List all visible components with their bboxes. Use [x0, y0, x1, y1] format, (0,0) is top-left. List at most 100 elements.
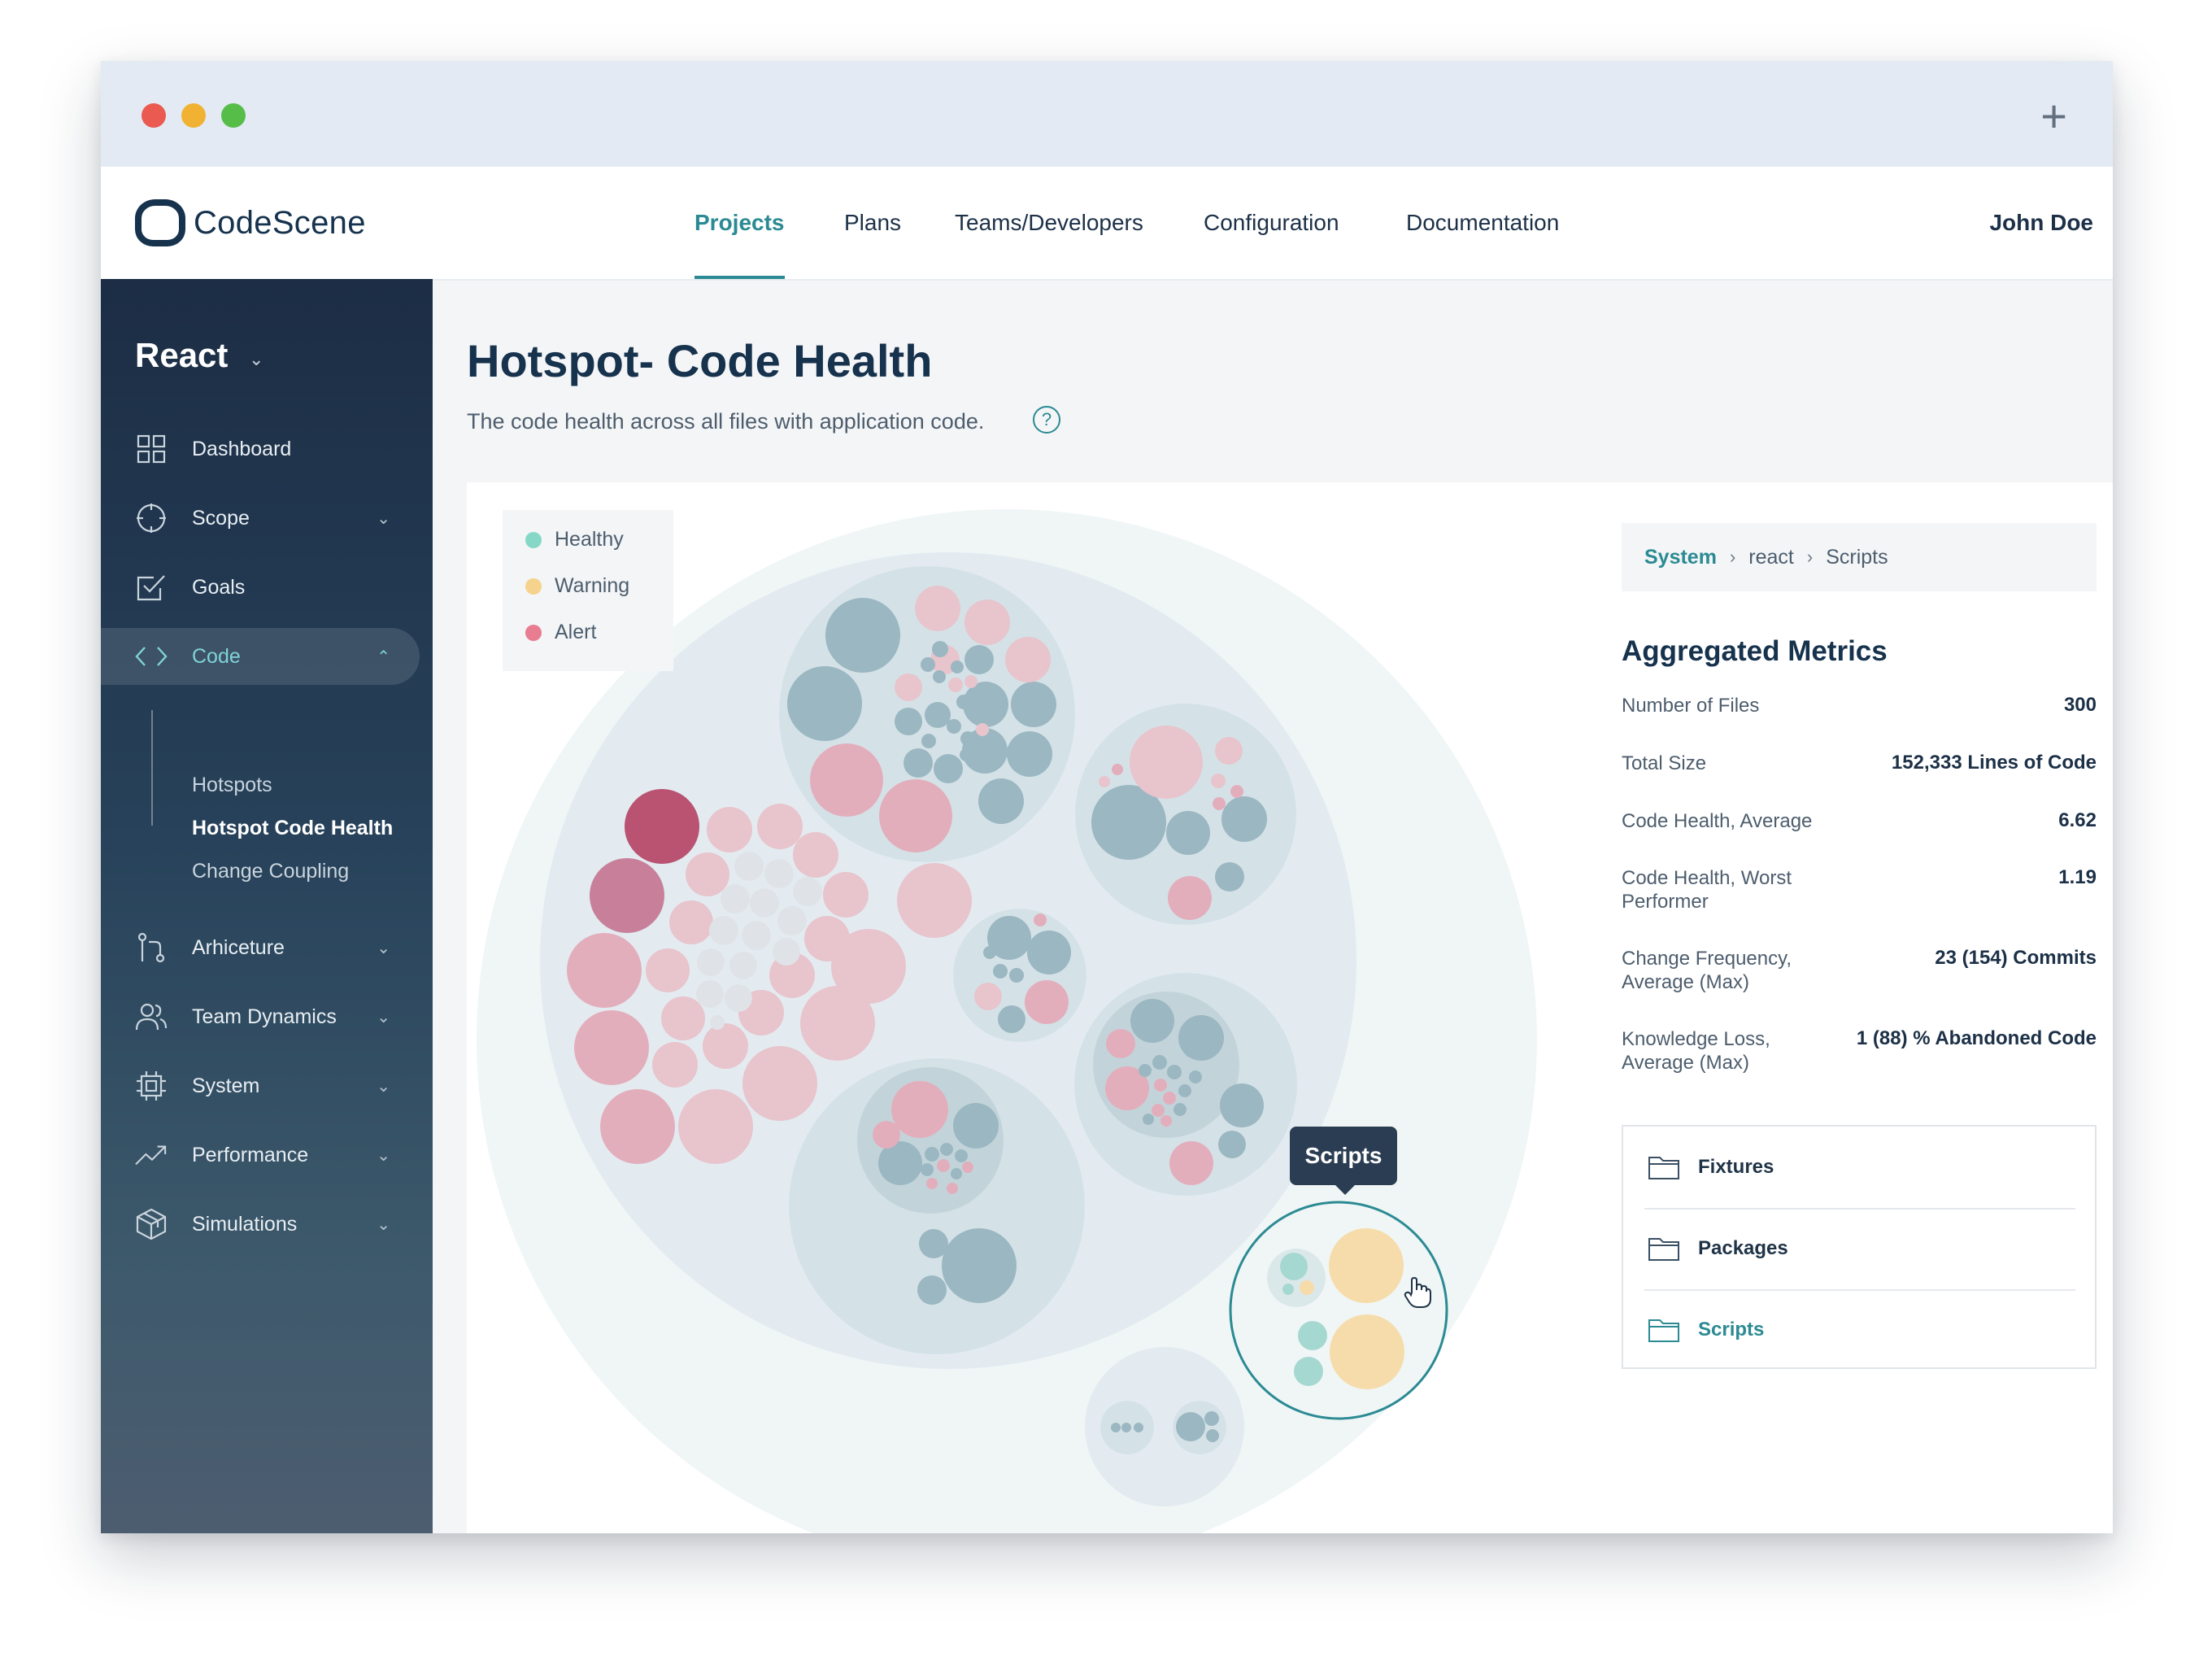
bubble-file[interactable] [823, 872, 869, 918]
bubble-file[interactable] [825, 598, 900, 673]
bubble-file[interactable] [1168, 876, 1212, 920]
bubble-file[interactable] [742, 1046, 817, 1121]
bubble-file[interactable] [1152, 1055, 1167, 1070]
hotspot-bubble-map[interactable] [467, 482, 1615, 1533]
bubble-file[interactable] [925, 702, 951, 728]
bubble-file[interactable] [1178, 1084, 1191, 1097]
bubble-file[interactable] [879, 779, 952, 852]
bubble-file[interactable] [969, 708, 982, 721]
bubble-file[interactable] [983, 946, 996, 959]
bubble-file[interactable] [1215, 737, 1243, 765]
chevron-down-icon[interactable]: ⌄ [249, 349, 264, 369]
codescene-logo[interactable]: CodeScene [135, 199, 366, 246]
bubble-file[interactable] [1034, 913, 1047, 926]
bubble-file[interactable] [1213, 797, 1226, 810]
bubble-file[interactable] [697, 948, 725, 976]
bubble-file[interactable] [750, 888, 779, 918]
bubble-file[interactable] [725, 984, 752, 1012]
bubble-file[interactable] [934, 754, 963, 783]
bubble-file[interactable] [707, 807, 752, 852]
bubble-file[interactable] [1025, 980, 1069, 1024]
bubble-file[interactable] [1139, 1064, 1152, 1077]
bubble-file[interactable] [1160, 1115, 1172, 1127]
bubble-file[interactable] [960, 731, 975, 746]
bubble-file[interactable] [1230, 785, 1243, 798]
submenu-item-hotspot-code-health[interactable]: Hotspot Code Health [192, 817, 394, 839]
bubble-file[interactable] [709, 916, 738, 945]
bubble-file[interactable] [1185, 1046, 1196, 1057]
bubble-file[interactable] [964, 599, 1010, 645]
sidebar-item-dashboard[interactable]: Dashboard [101, 421, 420, 477]
bubble-file[interactable] [1169, 1141, 1213, 1185]
bubble-file[interactable] [956, 695, 971, 709]
bubble-file[interactable] [878, 1141, 922, 1185]
new-tab-button[interactable]: + [2040, 90, 2067, 142]
bubble-file[interactable] [652, 1042, 698, 1088]
bubble-file[interactable] [646, 948, 690, 992]
bubble-file[interactable] [1111, 1423, 1121, 1432]
bubble-file[interactable] [926, 1178, 938, 1189]
bubble-file[interactable] [955, 1149, 968, 1162]
bubble-file[interactable] [953, 1103, 999, 1149]
bubble-file[interactable] [960, 748, 973, 761]
bubble-file[interactable] [1112, 764, 1123, 775]
bubble-file[interactable] [710, 1015, 725, 1030]
bubble-file-warning[interactable] [1330, 1314, 1404, 1389]
submenu-item-hotspots[interactable]: Hotspots [192, 774, 272, 796]
breadcrumb-scripts[interactable]: Scripts [1826, 545, 1888, 569]
bubble-file[interactable] [757, 804, 803, 849]
bubble-file[interactable] [873, 1121, 900, 1149]
bubble-file-healthy[interactable] [1294, 1357, 1323, 1386]
bubble-file[interactable] [696, 980, 724, 1008]
bubble-file[interactable] [987, 916, 1031, 960]
bubble-file[interactable] [940, 1143, 953, 1156]
sidebar-item-code[interactable]: Code ⌃ [101, 628, 420, 685]
minimize-window-button[interactable] [181, 103, 206, 128]
bubble-file[interactable] [703, 1023, 748, 1069]
bubble-file[interactable] [895, 674, 922, 701]
bubble-file[interactable] [1152, 1104, 1165, 1117]
bubble-file[interactable] [1121, 1423, 1131, 1432]
bubble-file[interactable] [721, 884, 750, 913]
maximize-window-button[interactable] [221, 103, 246, 128]
bubble-file[interactable] [951, 660, 964, 674]
sidebar-item-architecture[interactable]: Arhiceture ⌄ [101, 919, 420, 976]
project-selector[interactable]: React [135, 336, 229, 374]
bubble-file[interactable] [937, 1159, 950, 1172]
bubble-file[interactable] [804, 916, 850, 961]
bubble-file[interactable] [1211, 774, 1226, 788]
bubble-file[interactable] [942, 1228, 1017, 1303]
bubble-file-warning[interactable] [1329, 1228, 1404, 1303]
bubble-file[interactable] [1173, 1103, 1187, 1116]
bubble-file[interactable] [921, 1163, 934, 1176]
bubble-file-healthy[interactable] [1282, 1284, 1294, 1295]
sidebar-item-simulations[interactable]: Simulations ⌄ [101, 1196, 420, 1253]
bubble-file[interactable] [590, 858, 664, 933]
bubble-file[interactable] [600, 1089, 675, 1164]
bubble-file[interactable] [1206, 1429, 1219, 1442]
bubble-file[interactable] [1163, 1092, 1176, 1105]
bubble-file[interactable] [891, 1081, 948, 1138]
bubble-file[interactable] [734, 852, 764, 881]
bubble-file[interactable] [919, 1229, 948, 1258]
user-menu[interactable]: John Doe [1989, 210, 2093, 235]
bubble-file[interactable] [951, 1168, 962, 1179]
bubble-file[interactable] [678, 1089, 753, 1164]
bubble-file[interactable] [729, 952, 757, 979]
bubble-file[interactable] [895, 708, 922, 735]
nav-configuration[interactable]: Configuration [1204, 210, 1339, 235]
bubble-file[interactable] [1134, 1423, 1143, 1432]
bubble-file[interactable] [810, 743, 883, 817]
bubble-file[interactable] [1221, 796, 1267, 842]
bubble-file[interactable] [1218, 1131, 1246, 1158]
bubble-file-alert[interactable] [625, 789, 699, 864]
bubble-file[interactable] [1007, 731, 1052, 777]
bubble-file[interactable] [764, 859, 794, 888]
folder-item-packages[interactable]: Packages [1648, 1208, 2074, 1289]
close-window-button[interactable] [142, 103, 166, 128]
bubble-file[interactable] [974, 983, 1002, 1010]
bubble-file[interactable] [669, 900, 713, 944]
bubble-file[interactable] [1204, 1411, 1219, 1426]
bubble-file[interactable] [1011, 682, 1056, 727]
bubble-file[interactable] [933, 670, 946, 683]
